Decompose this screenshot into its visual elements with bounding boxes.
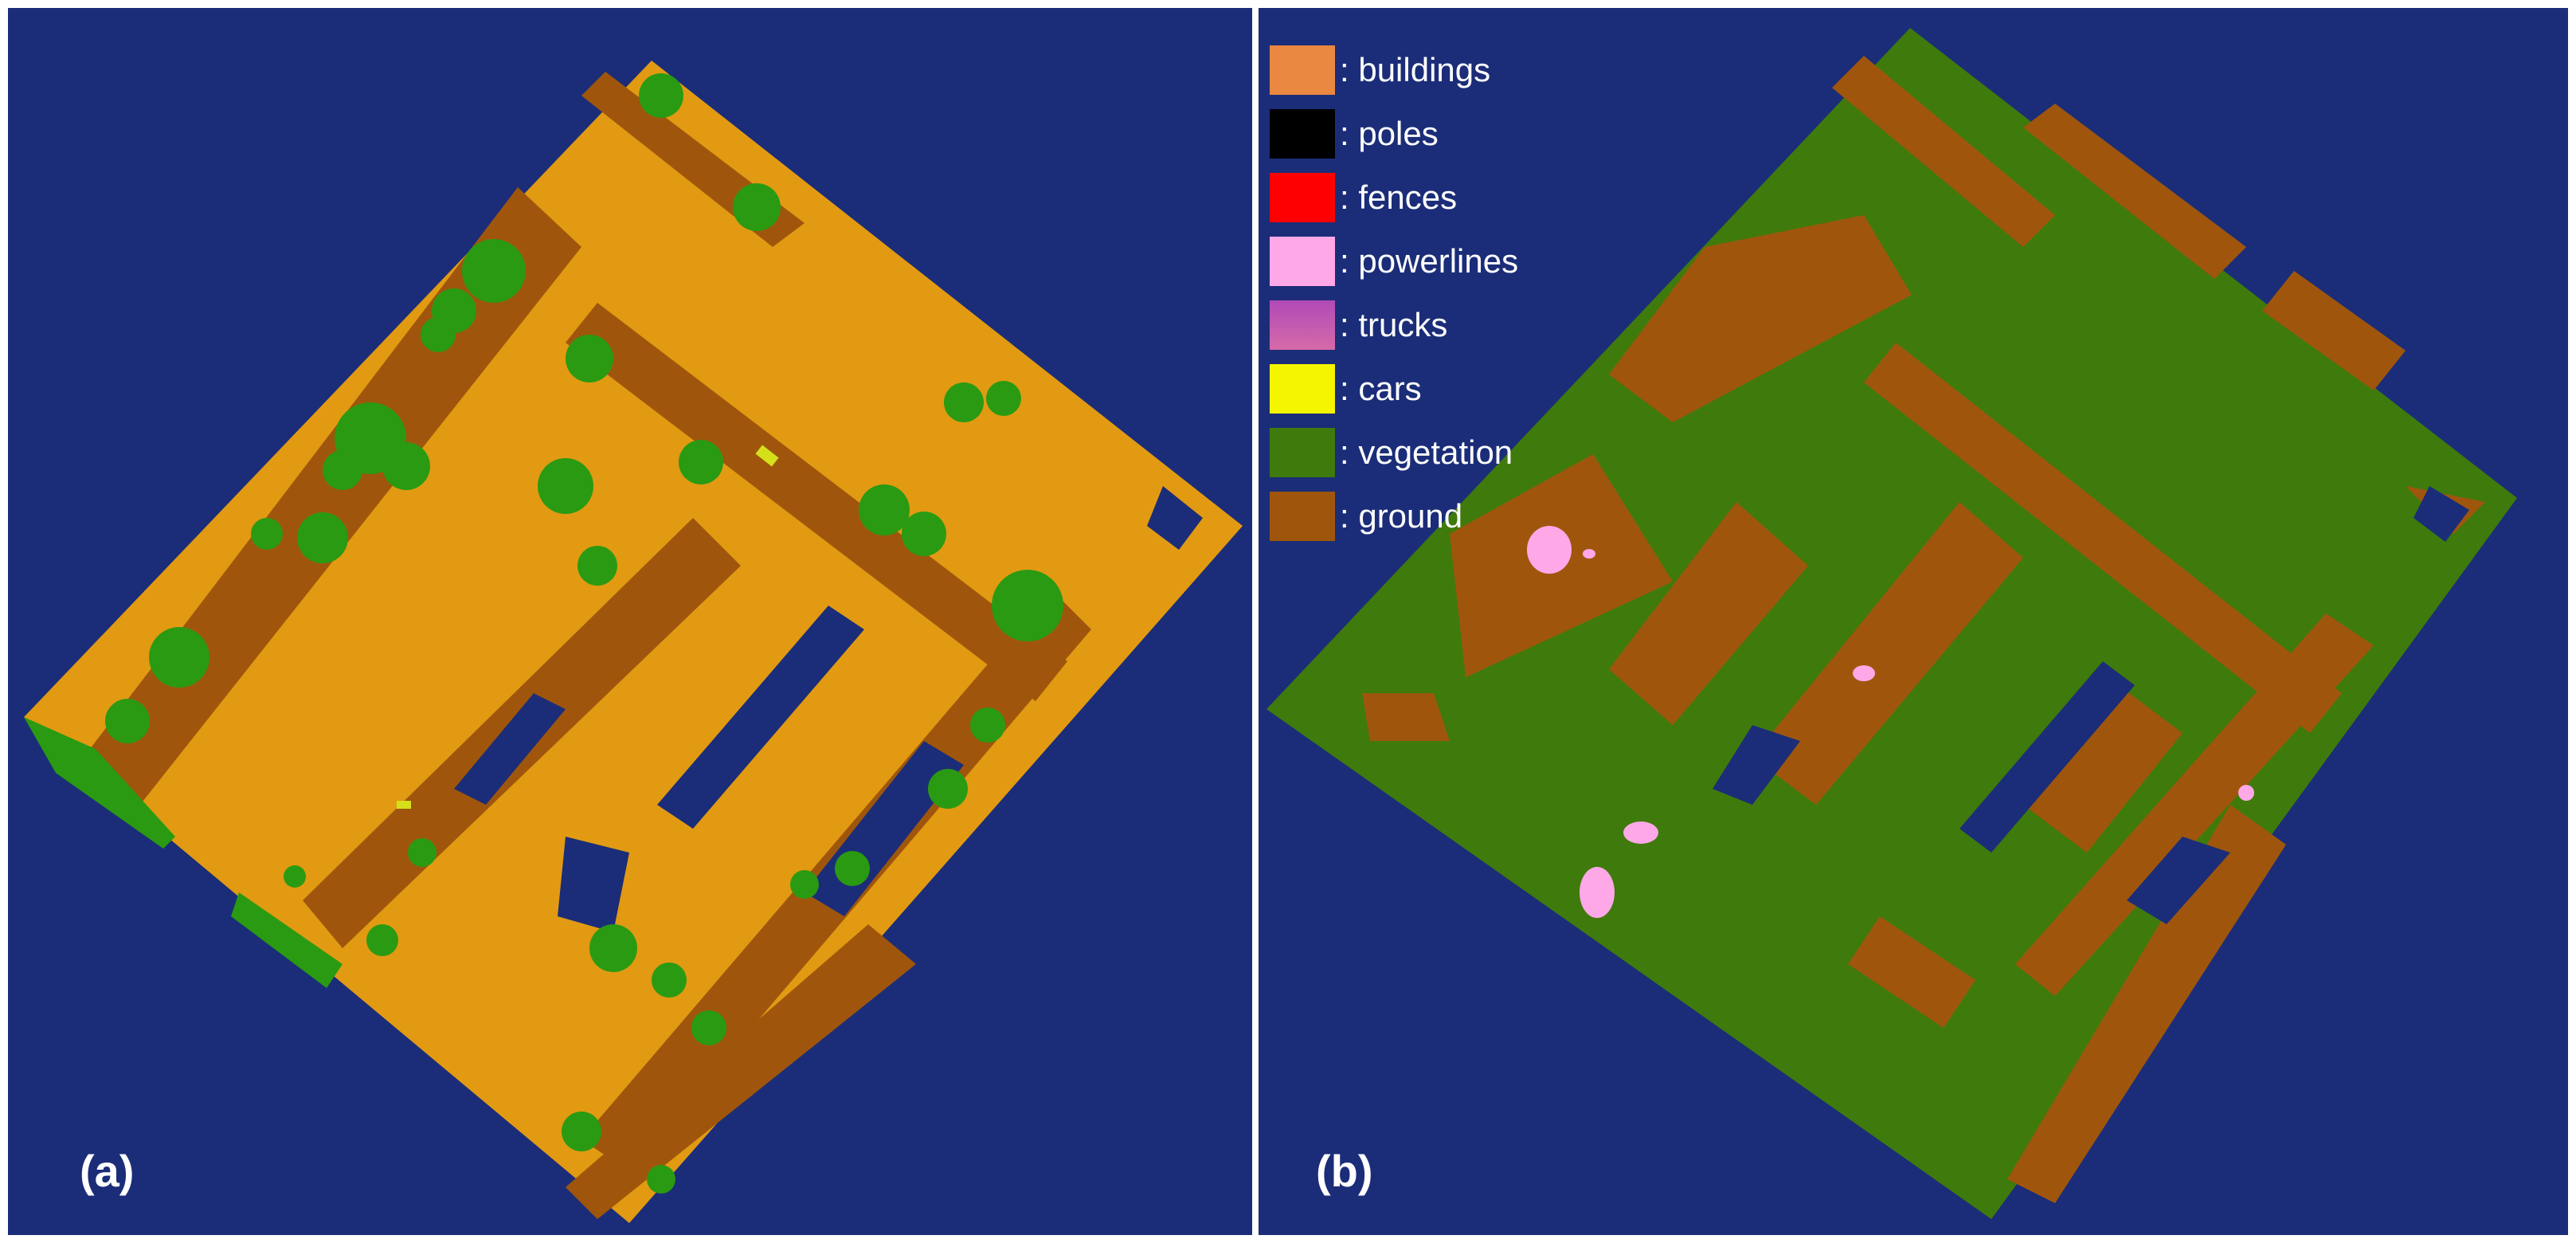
legend-item-buildings: : buildings: [1270, 38, 1518, 102]
legend-label-fences: : fences: [1340, 178, 1458, 216]
legend-label-ground: : ground: [1340, 497, 1463, 535]
legend-swatch-poles: [1270, 109, 1335, 159]
legend-label-poles: : poles: [1340, 115, 1439, 152]
legend: : buildings : poles : fences : powerline…: [1270, 38, 1518, 548]
panel-a-classified-point-cloud: (a): [8, 8, 1252, 1235]
vegetation-edge: [24, 717, 175, 849]
legend-label-cars: : cars: [1340, 370, 1422, 407]
powerline-segments: [1527, 526, 2254, 918]
legend-swatch-buildings: [1270, 45, 1335, 95]
legend-swatch-powerlines: [1270, 237, 1335, 286]
legend-swatch-ground: [1270, 492, 1335, 541]
legend-label-buildings: : buildings: [1340, 51, 1491, 88]
legend-label-vegetation: : vegetation: [1340, 433, 1513, 471]
gap-shadow: [2414, 486, 2469, 542]
legend-item-powerlines: : powerlines: [1270, 229, 1518, 293]
legend-label-trucks: : trucks: [1340, 306, 1448, 343]
gap-shadow: [1959, 661, 2135, 853]
car-marker: [397, 801, 411, 809]
vegetation-edge: [231, 892, 343, 988]
street-ground: [566, 924, 916, 1219]
gap-shadow: [2127, 837, 2230, 924]
car-marker: [755, 445, 779, 467]
vegetation-clusters: [105, 73, 1063, 1194]
legend-label-powerlines: : powerlines: [1340, 242, 1519, 280]
legend-swatch-vegetation: [1270, 428, 1335, 477]
legend-swatch-fences: [1270, 173, 1335, 222]
legend-swatch-cars: [1270, 364, 1335, 414]
panel-b-label: (b): [1316, 1146, 1373, 1196]
legend-item-cars: : cars: [1270, 357, 1518, 421]
legend-item-trucks: : trucks: [1270, 293, 1518, 357]
gap-shadow: [558, 837, 629, 932]
street-ground: [566, 303, 1067, 701]
gap-shadow: [1713, 725, 1800, 805]
panel-b-ground-truth-point-cloud: : buildings : poles : fences : powerline…: [1259, 8, 2568, 1235]
legend-item-vegetation: : vegetation: [1270, 421, 1518, 484]
legend-item-ground: : ground: [1270, 484, 1518, 548]
gap-shadow: [1147, 486, 1203, 550]
panel-a-map: [8, 8, 1252, 1235]
panel-a-label: (a): [80, 1146, 135, 1196]
panel-b-map: [1259, 8, 2568, 1235]
legend-item-fences: : fences: [1270, 166, 1518, 229]
legend-item-poles: : poles: [1270, 102, 1518, 166]
gap-shadow: [657, 606, 864, 829]
legend-swatch-trucks: [1270, 300, 1335, 350]
gap-shadow: [454, 693, 566, 805]
